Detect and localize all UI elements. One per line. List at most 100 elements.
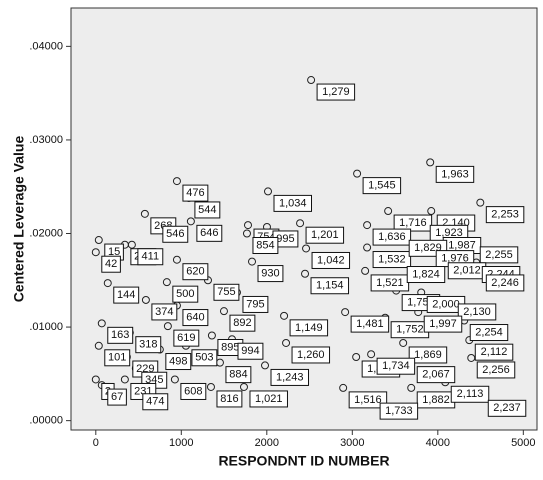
point-label: 1,481 [356,318,384,330]
point [339,383,348,392]
point [94,341,103,350]
label-box [180,382,207,400]
point-label: 374 [155,306,173,318]
point-label: 640 [186,311,204,323]
label-box [270,368,310,386]
point-label: 500 [176,288,194,300]
label-box [291,346,331,364]
point [399,338,408,347]
label-box [469,324,509,342]
label-box [273,194,313,212]
point-label: 2,246 [491,277,519,289]
y-axis-title: Centered Leverage Value [11,136,27,303]
label-box [151,303,178,321]
point [407,383,416,392]
point-label: 1,882 [422,394,450,406]
point [367,350,376,359]
point-label: 163 [111,329,129,341]
point-label: 67 [111,391,123,403]
point-label: 1,021 [255,393,283,405]
point-label: 892 [233,317,251,329]
point-label: 2,000 [432,298,460,310]
point-label: 2,113 [457,388,484,400]
label-box [194,201,221,219]
point-label: 816 [220,393,238,405]
label-box [257,265,284,283]
point [296,219,305,228]
point-label: 15 [108,246,120,258]
label-box [457,303,497,321]
label-box [182,309,209,327]
label-box [113,286,140,304]
x-tick-label: 0 [93,437,99,449]
label-box [182,184,209,202]
point-label: 2,112 [481,346,508,358]
point [91,248,100,257]
label-box [476,361,516,379]
label-box [242,295,269,313]
y-tick-label: .02000 [29,227,63,239]
point-label: 2,012 [453,265,481,277]
label-box [316,83,356,101]
point-label: 854 [256,239,274,251]
point [261,361,270,370]
point-label: 1,279 [322,86,350,98]
x-axis-title: RESPONDNT ID NUMBER [218,453,389,469]
label-box [372,251,412,269]
point-label: 1,516 [354,394,382,406]
point [341,308,350,317]
point [103,279,112,288]
point [207,331,216,340]
point [384,207,393,216]
point-label: 995 [276,233,294,245]
point-label: 1,963 [441,168,469,180]
point-label: 1,521 [376,277,404,289]
point-label: 1,636 [378,231,406,243]
label-box [416,366,456,384]
point-label: 1,733 [385,405,413,417]
point-label: 1,260 [297,349,325,361]
point [352,353,361,362]
point-label: 884 [229,369,247,381]
label-box [485,274,525,292]
point-label: 795 [246,298,264,310]
point-label: 646 [200,227,218,239]
label-box [289,319,329,337]
y-tick-label: .00000 [29,415,63,427]
label-box [450,385,490,403]
point-label: 101 [108,352,126,364]
point [172,177,181,186]
label-box [216,390,243,408]
label-box [229,314,256,332]
label-box [237,342,264,360]
x-tick-label: 1000 [169,437,193,449]
point-label: 546 [166,228,184,240]
label-box [379,402,419,420]
y-tick-label: .04000 [29,40,63,52]
label-box [182,263,209,281]
label-box [435,165,475,183]
point-label: 42 [105,258,117,270]
label-box [393,214,433,232]
label-box [142,393,169,411]
point-label: 1,869 [414,349,442,361]
point-label: 144 [117,289,135,301]
label-box [137,248,164,266]
label-box [196,224,223,242]
point-label: 1,752 [396,324,424,336]
label-box [423,315,463,333]
label-box [107,388,127,406]
point [302,244,311,253]
point [219,307,228,316]
point-label: 474 [146,396,164,408]
point-label: 2,256 [482,364,510,376]
label-box [408,346,448,364]
point-label: 619 [177,332,195,344]
label-box [485,206,525,224]
point-label: 1,976 [441,253,469,265]
point-label: 2,130 [463,306,491,318]
label-box [348,391,388,409]
label-box [104,349,131,367]
label-box [225,366,252,384]
label-box [474,343,514,361]
